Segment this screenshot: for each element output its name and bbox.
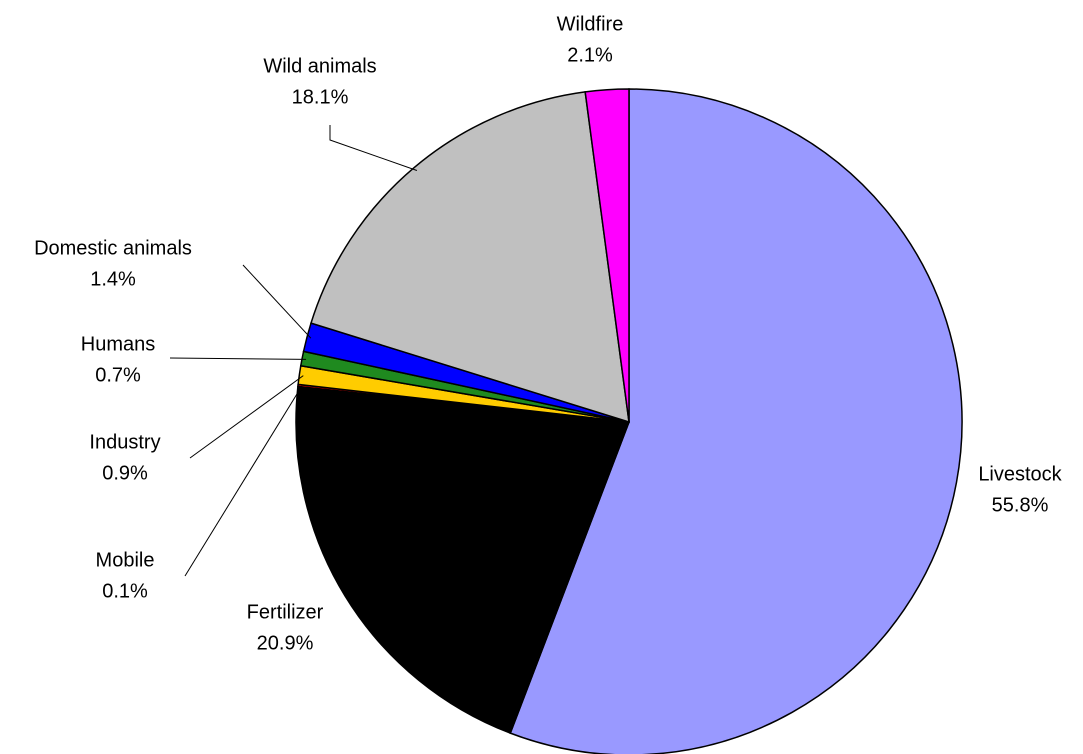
- slice-label: Livestock: [978, 463, 1062, 485]
- slice-label: Mobile: [96, 549, 155, 571]
- slice-label: Industry: [89, 431, 160, 453]
- leader-line: [169, 357, 307, 360]
- slice-value-label: 0.9%: [102, 462, 148, 484]
- slice-label: Humans: [81, 333, 155, 355]
- slice-label: Wild animals: [263, 55, 376, 77]
- pie-slice: [295, 385, 631, 735]
- pie-slice: [310, 91, 630, 424]
- leader-line: [184, 385, 303, 577]
- slice-label: Wildfire: [557, 13, 624, 35]
- pie-slice: [584, 88, 630, 423]
- slice-value-label: 0.7%: [95, 364, 141, 386]
- leader-line: [329, 125, 418, 171]
- slice-value-label: 55.8%: [992, 494, 1049, 516]
- slice-label: Fertilizer: [247, 601, 324, 623]
- leader-line: [242, 264, 312, 339]
- slice-label: Domestic animals: [34, 237, 192, 259]
- pie-slice: [509, 88, 963, 754]
- slice-value-label: 1.4%: [90, 268, 136, 290]
- leader-line: [189, 375, 304, 459]
- slice-value-label: 18.1%: [292, 86, 349, 108]
- slice-value-label: 20.9%: [257, 632, 314, 654]
- slice-value-label: 2.1%: [567, 44, 613, 66]
- slice-value-label: 0.1%: [102, 580, 148, 602]
